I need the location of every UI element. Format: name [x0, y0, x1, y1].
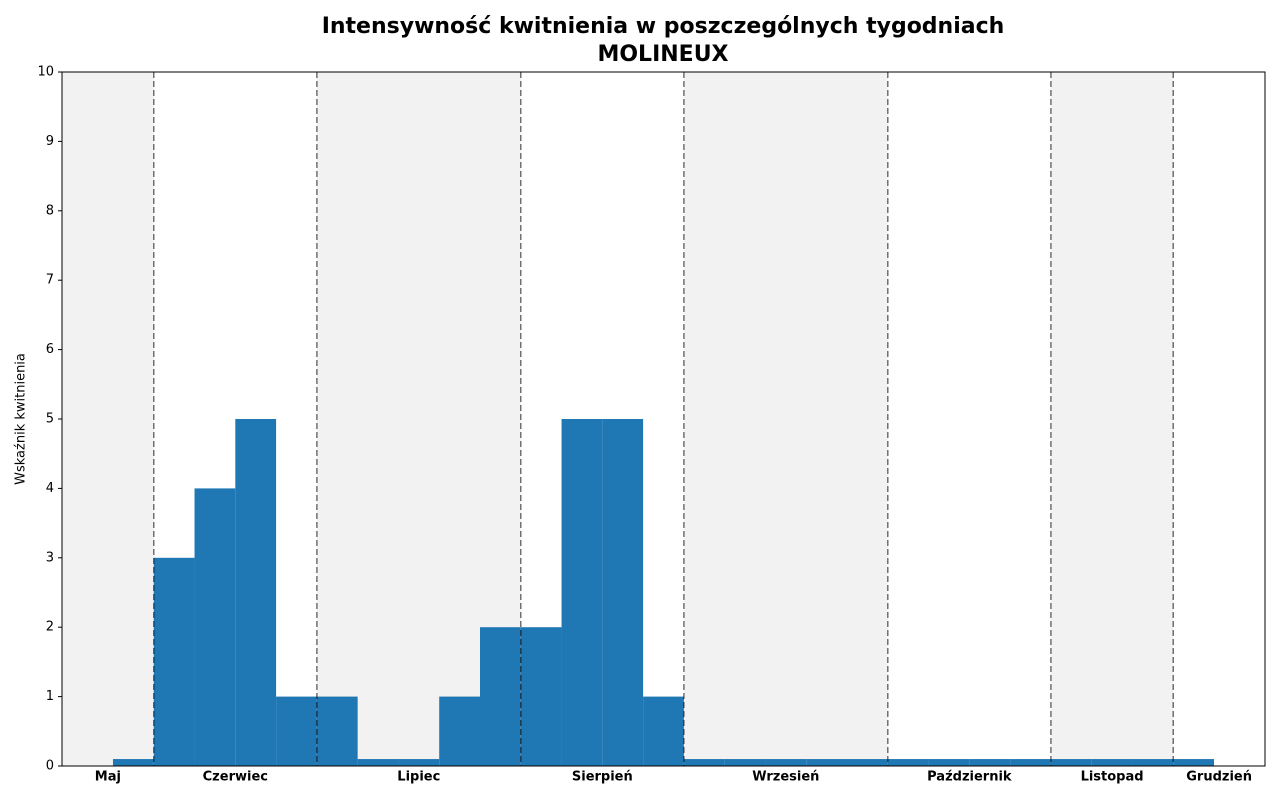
y-tick-label: 1 [46, 689, 54, 704]
bar [235, 419, 277, 766]
bar [316, 696, 358, 766]
month-label: Grudzień [1186, 770, 1252, 785]
month-label: Listopad [1081, 770, 1144, 785]
bar [1173, 759, 1215, 766]
month-label: Czerwiec [203, 770, 268, 785]
bar [357, 759, 399, 766]
bar [1132, 759, 1174, 766]
bar [643, 696, 684, 766]
bar [602, 419, 644, 766]
month-label: Maj [95, 770, 121, 785]
bar [1050, 759, 1092, 766]
bar [847, 759, 888, 766]
y-tick-label: 9 [46, 134, 54, 149]
month-band [62, 72, 154, 766]
bar [479, 627, 521, 766]
bar [1010, 759, 1051, 766]
y-tick-label: 8 [46, 203, 54, 218]
bar [1091, 759, 1133, 766]
bar [765, 759, 807, 766]
y-tick-label: 10 [37, 65, 54, 80]
month-band [1050, 72, 1174, 766]
bar [398, 759, 440, 766]
plot-frame [61, 71, 1266, 767]
y-tick-label: 3 [46, 550, 54, 565]
y-tick-label: 7 [46, 273, 54, 288]
month-label: Sierpień [572, 770, 633, 785]
month-band [683, 72, 888, 766]
bar [724, 759, 766, 766]
y-tick-label: 5 [46, 412, 54, 427]
month-label: Październik [927, 770, 1012, 785]
y-axis-label: Wskaźnik kwitnienia [14, 353, 29, 485]
bar [194, 488, 236, 766]
month-label: Lipiec [397, 770, 440, 785]
chart-subtitle: MOLINEUX [597, 42, 728, 67]
y-tick-label: 6 [46, 342, 54, 357]
bar [276, 696, 317, 766]
bar [887, 759, 929, 766]
bar [561, 419, 603, 766]
bar [520, 627, 562, 766]
bar [439, 696, 480, 766]
month-label: Wrzesień [752, 770, 819, 785]
bar [969, 759, 1011, 766]
bar [928, 759, 970, 766]
y-tick-label: 4 [46, 481, 54, 496]
y-tick-label: 0 [46, 759, 54, 774]
y-tick-label: 2 [46, 620, 54, 635]
bar [112, 759, 154, 766]
bar [153, 557, 195, 766]
bar [683, 759, 725, 766]
chart-title: Intensywność kwitnienia w poszczególnych… [322, 14, 1005, 39]
bar [806, 759, 848, 766]
